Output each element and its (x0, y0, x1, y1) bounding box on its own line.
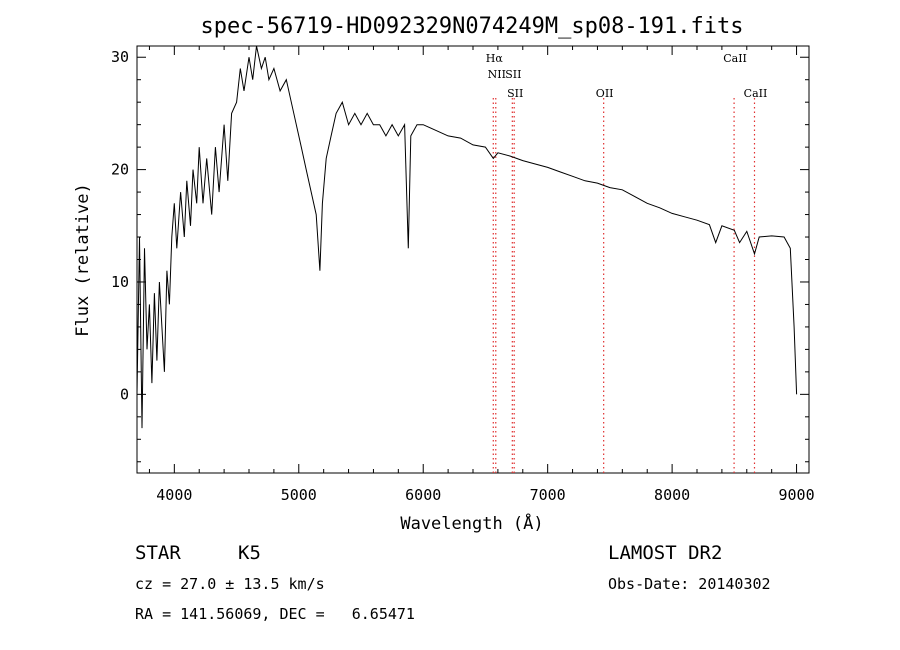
object-subclass: K5 (238, 542, 261, 564)
line-marker-label: SII (507, 87, 523, 100)
object-class: STAR (135, 542, 181, 564)
observation-date: Obs-Date: 20140302 (608, 575, 771, 593)
x-tick-label: 4000 (156, 486, 192, 504)
line-marker-label: SII (505, 68, 521, 81)
y-tick-label: 20 (111, 161, 129, 179)
y-tick-label: 0 (120, 385, 129, 403)
line-marker-label: CaII (744, 87, 768, 100)
line-marker-label: CaII (723, 52, 747, 65)
spectrum-line (136, 45, 798, 429)
spectrum-series (136, 45, 798, 429)
plot-frame (136, 45, 810, 474)
x-tick-label: 5000 (281, 486, 317, 504)
line-marker-label: NII (488, 68, 506, 81)
y-tick-label: 30 (111, 48, 129, 66)
x-tick-label: 6000 (405, 486, 441, 504)
y-tick-label: 10 (111, 273, 129, 291)
axis-ticks: 4000 5000 6000 7000 8000 9000 0 10 20 30 (111, 46, 815, 504)
y-axis-label: Flux (relative) (73, 183, 93, 337)
survey-name: LAMOST DR2 (608, 542, 723, 564)
coordinates: RA = 141.56069, DEC = 6.65471 (135, 605, 415, 623)
line-marker-label: OII (596, 87, 614, 100)
emission-line-markers: Hα NII SII SII OII CaII CaII (486, 52, 768, 473)
x-tick-label: 9000 (778, 486, 814, 504)
redshift-cz: cz = 27.0 ± 13.5 km/s (135, 575, 325, 593)
x-axis-label: Wavelength (Å) (400, 512, 543, 534)
x-tick-label: 7000 (530, 486, 566, 504)
x-tick-label: 8000 (654, 486, 690, 504)
chart-title: spec-56719-HD092329N074249M_sp08-191.fit… (200, 14, 743, 39)
line-marker-label: Hα (486, 52, 504, 65)
